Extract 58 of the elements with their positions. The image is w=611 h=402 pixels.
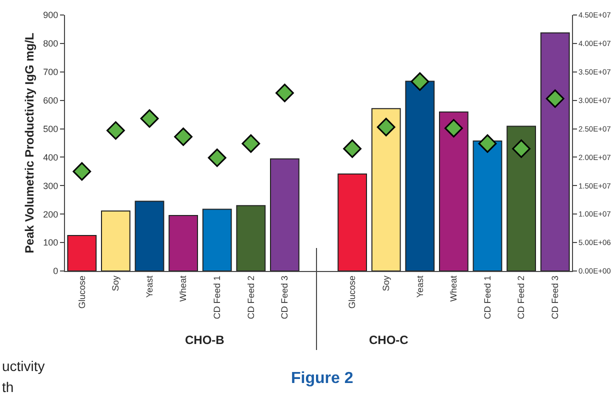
y-tick-label: 600 <box>43 95 58 106</box>
x-tick-label: Yeast <box>414 275 425 298</box>
y-tick-label: 700 <box>43 67 58 78</box>
point <box>478 134 497 153</box>
y-tick-label: 100 <box>43 238 58 248</box>
x-tick-label: Glucose <box>347 276 358 309</box>
bar <box>168 215 198 271</box>
x-tick-label: CD Feed 2 <box>246 276 256 320</box>
y-tick-label: 900 <box>43 10 58 20</box>
text: CHO-B <box>185 333 225 347</box>
point <box>276 84 294 102</box>
y-tick-label: 300 <box>43 180 58 191</box>
bar <box>338 174 367 271</box>
bar <box>506 126 536 271</box>
bar <box>67 234 97 271</box>
x-tick-label: Soy <box>381 275 392 292</box>
y-tick-label: 500 <box>43 124 58 134</box>
x-tick-label: CD Feed 1 <box>212 276 222 320</box>
y-tick-label: 800 <box>43 38 58 49</box>
text: th <box>2 379 14 395</box>
bar <box>439 112 468 271</box>
bar <box>540 32 570 271</box>
bar <box>270 158 300 271</box>
x-tick-label: CD Feed 3 <box>550 276 560 320</box>
point <box>546 89 564 108</box>
point <box>343 139 362 158</box>
text: uctivity <box>2 358 45 374</box>
bar <box>101 210 130 271</box>
x-tick-label: CD Feed 2 <box>516 276 526 320</box>
point <box>242 134 260 153</box>
x-tick-label: CD Feed 1 <box>482 276 492 320</box>
y-tick-label: 0 <box>53 266 58 276</box>
bar <box>371 108 401 271</box>
x-tick-label: Yeast <box>144 275 154 298</box>
bar <box>405 80 435 271</box>
y-tick-label: 200 <box>43 209 58 220</box>
point <box>106 121 125 140</box>
point <box>444 119 463 138</box>
x-tick-label: Wheat <box>448 275 459 302</box>
point <box>376 118 396 136</box>
x-tick-label: Wheat <box>178 275 188 302</box>
y-axis-title: Peak Volumetric Productivity IgG mg/L <box>22 32 36 254</box>
point <box>410 72 430 91</box>
x-tick-label: Soy <box>110 275 121 292</box>
text: CHO-C <box>369 333 409 347</box>
x-tick-label: CD Feed 3 <box>280 276 290 320</box>
point <box>174 128 192 146</box>
y-tick-label: 400 <box>43 152 58 162</box>
point <box>72 162 92 181</box>
bar <box>202 208 232 271</box>
caption: Figure 2 <box>291 370 354 387</box>
bar <box>236 205 266 271</box>
x-tick-label: Glucose <box>76 276 87 309</box>
bar <box>134 200 164 271</box>
point <box>512 139 530 158</box>
point <box>140 109 159 128</box>
bar <box>472 140 502 271</box>
point <box>208 148 226 167</box>
